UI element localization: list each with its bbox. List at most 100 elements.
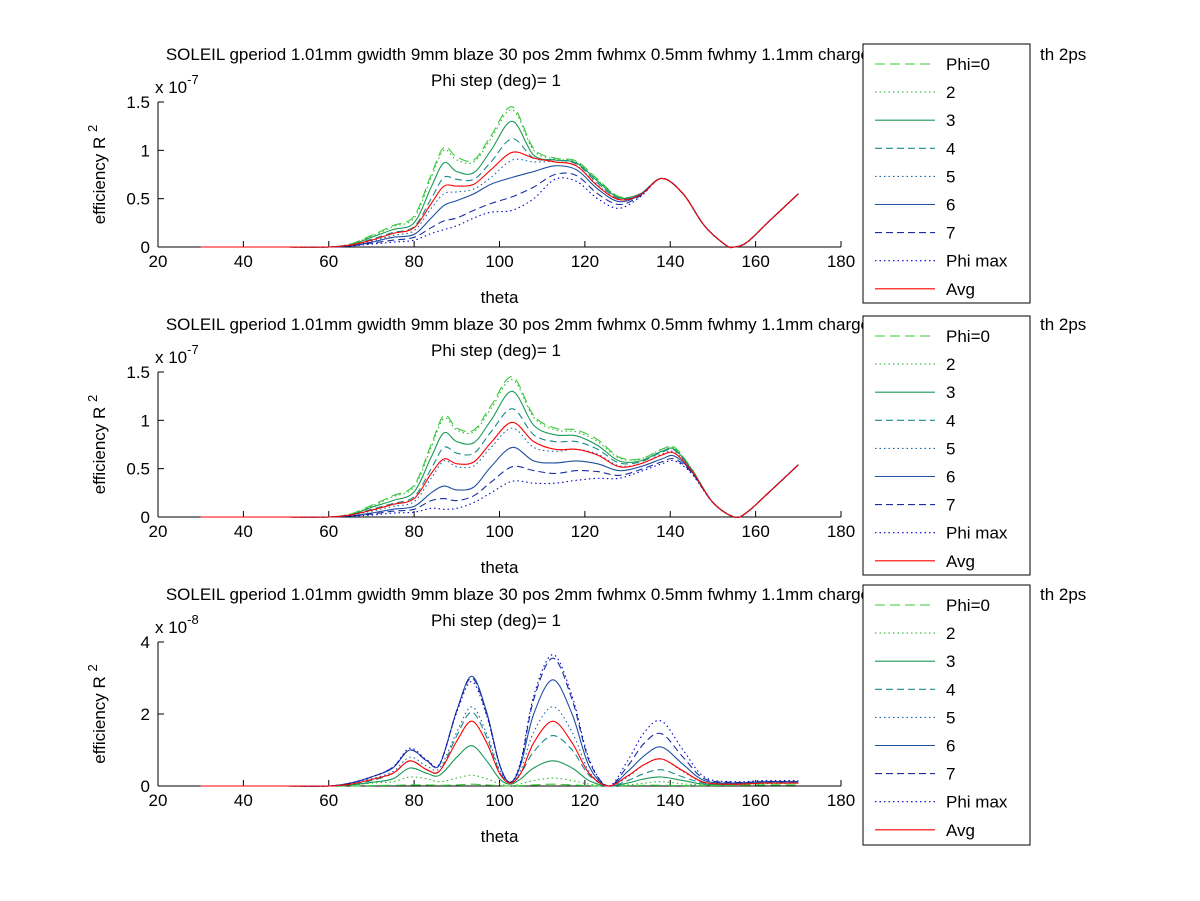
x-tick-label: 120 xyxy=(571,252,599,271)
x-tick-label: 60 xyxy=(319,522,338,541)
x-tick-label: 60 xyxy=(319,252,338,271)
chart-subtitle: Phi step (deg)= 1 xyxy=(431,341,561,360)
x-tick-label: 40 xyxy=(234,522,253,541)
legend: Phi=0 2 3 4 5 6 7 Phi max Avg xyxy=(862,43,1031,304)
legend-label: 6 xyxy=(946,196,955,215)
plot-area xyxy=(158,102,841,247)
legend-label: 7 xyxy=(946,224,955,243)
legend-box xyxy=(862,315,1031,576)
x-tick-label: 40 xyxy=(234,791,253,810)
y-exponent-label: x 10-7 xyxy=(155,342,199,367)
series-line-avg xyxy=(200,720,799,787)
legend-label: 3 xyxy=(946,383,955,402)
y-tick-label: 0 xyxy=(141,508,150,527)
x-tick-label: 60 xyxy=(319,791,338,810)
legend-label: 5 xyxy=(946,167,955,186)
legend-label: Phi max xyxy=(946,793,1008,812)
legend-label: 3 xyxy=(946,652,955,671)
x-tick-label: 160 xyxy=(741,522,769,541)
legend-label: Phi max xyxy=(946,252,1008,271)
legend-box xyxy=(862,43,1031,304)
legend-label: 5 xyxy=(946,708,955,727)
legend-label: Phi=0 xyxy=(946,55,990,74)
x-tick-label: 120 xyxy=(571,522,599,541)
legend-label: 4 xyxy=(946,139,955,158)
x-axis-label: theta xyxy=(481,288,519,307)
chart-title: SOLEIL gperiod 1.01mm gwidth 9mm blaze 3… xyxy=(166,45,884,64)
x-axis-label: theta xyxy=(481,827,519,846)
x-tick-label: 140 xyxy=(656,522,684,541)
x-tick-label: 180 xyxy=(827,252,855,271)
x-tick-label: 180 xyxy=(827,522,855,541)
legend-label: Avg xyxy=(946,280,975,299)
chart-panel-1: 20 40 60 80 100 120 140 160 180 0 0.5 1 1.5 x 10-7 the… xyxy=(85,43,1086,307)
x-tick-label: 80 xyxy=(405,791,424,810)
legend-label: 7 xyxy=(946,765,955,784)
chart-subtitle: Phi step (deg)= 1 xyxy=(431,611,561,630)
legend-box xyxy=(862,584,1031,846)
plot-area xyxy=(158,642,841,786)
y-tick-label: 4 xyxy=(141,633,150,652)
y-exponent-label: x 10-8 xyxy=(155,612,199,637)
legend-label: 7 xyxy=(946,496,955,515)
x-tick-label: 20 xyxy=(149,252,168,271)
series-line-avg xyxy=(200,421,799,519)
chart-title: SOLEIL gperiod 1.01mm gwidth 9mm blaze 3… xyxy=(166,585,884,604)
legend-label: 5 xyxy=(946,439,955,458)
chart-subtitle: Phi step (deg)= 1 xyxy=(431,71,561,90)
y-tick-label: 0.5 xyxy=(126,190,150,209)
y-tick-label: 1.5 xyxy=(126,93,150,112)
series-line-3 xyxy=(200,745,799,787)
y-tick-label: 2 xyxy=(141,705,150,724)
legend-label: 2 xyxy=(946,624,955,643)
y-tick-label: 1.5 xyxy=(126,363,150,382)
plot-area xyxy=(158,372,841,517)
legend-label: Phi max xyxy=(946,524,1008,543)
legend-label: 4 xyxy=(946,411,955,430)
x-tick-label: 100 xyxy=(485,252,513,271)
legend-label: 6 xyxy=(946,468,955,487)
x-axis-label: theta xyxy=(481,558,519,577)
legend-label: Avg xyxy=(946,552,975,571)
legend-label: 6 xyxy=(946,737,955,756)
y-axis-label: efficiency R 2 xyxy=(85,395,109,495)
legend-label: Phi=0 xyxy=(946,596,990,615)
chart-title-tail: th 2ps xyxy=(1040,315,1086,334)
legend: Phi=0 2 3 4 5 6 7 Phi max Avg xyxy=(862,315,1031,576)
x-tick-label: 40 xyxy=(234,252,253,271)
x-tick-label: 140 xyxy=(656,252,684,271)
chart-title-tail: th 2ps xyxy=(1040,45,1086,64)
series-line-phi-max xyxy=(200,459,799,519)
legend-label: 3 xyxy=(946,111,955,130)
legend: Phi=0 2 3 4 5 6 7 Phi max Avg xyxy=(862,584,1031,846)
y-tick-label: 1 xyxy=(141,411,150,430)
chart-title: SOLEIL gperiod 1.01mm gwidth 9mm blaze 3… xyxy=(166,315,884,334)
y-axis-label: efficiency R 2 xyxy=(85,664,109,764)
legend-label: 2 xyxy=(946,355,955,374)
y-exponent-label: x 10-7 xyxy=(155,72,199,97)
x-tick-label: 140 xyxy=(656,791,684,810)
legend-label: Avg xyxy=(946,821,975,840)
x-tick-label: 100 xyxy=(485,791,513,810)
legend-label: Phi=0 xyxy=(946,327,990,346)
y-axis-label: efficiency R 2 xyxy=(85,125,109,225)
y-tick-label: 0 xyxy=(141,238,150,257)
y-tick-label: 0.5 xyxy=(126,460,150,479)
x-tick-label: 20 xyxy=(149,791,168,810)
series-line-phi-max xyxy=(200,177,799,249)
y-tick-label: 1 xyxy=(141,141,150,160)
legend-label: 2 xyxy=(946,83,955,102)
x-tick-label: 100 xyxy=(485,522,513,541)
legend-label: 4 xyxy=(946,680,955,699)
x-tick-label: 160 xyxy=(741,252,769,271)
x-tick-label: 80 xyxy=(405,522,424,541)
series-line-avg xyxy=(200,151,799,249)
x-tick-label: 180 xyxy=(827,791,855,810)
series-line-phi-0 xyxy=(200,783,799,787)
x-tick-label: 160 xyxy=(741,791,769,810)
series-line-7 xyxy=(200,657,799,787)
x-tick-label: 20 xyxy=(149,522,168,541)
chart-panel-3: 20 40 60 80 100 120 140 160 180 0 2 4 x 10-8 theta eff… xyxy=(85,584,1086,846)
x-tick-label: 80 xyxy=(405,252,424,271)
